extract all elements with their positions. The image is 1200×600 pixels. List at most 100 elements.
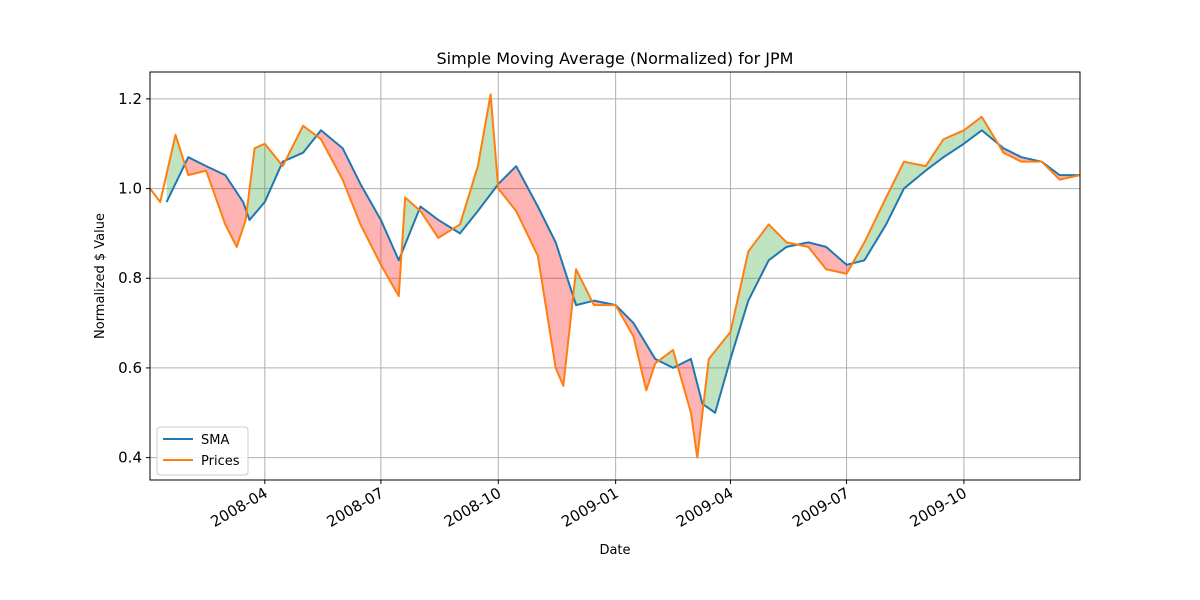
fill-above-sma — [262, 144, 265, 205]
fill-above-sma — [714, 349, 717, 413]
fill-above-sma — [920, 165, 922, 176]
fill-above-sma — [743, 265, 746, 317]
fill-above-sma — [778, 234, 781, 253]
fill-above-sma — [917, 164, 919, 178]
fill-above-sma — [468, 193, 470, 224]
fill-above-sma — [872, 221, 875, 247]
fill-below-sma — [563, 267, 566, 381]
fill-above-sma — [749, 247, 752, 299]
legend: SMA Prices — [156, 426, 249, 476]
fill-above-sma — [979, 117, 982, 132]
fill-below-sma — [221, 173, 223, 218]
fill-above-sma — [898, 168, 901, 199]
fill-below-sma — [643, 338, 645, 384]
fill-below-sma — [387, 234, 389, 279]
fill-above-sma — [781, 237, 784, 251]
fill-above-sma — [889, 187, 892, 218]
y-tick-label: 0.8 — [118, 269, 142, 287]
fill-below-sma — [344, 152, 347, 189]
fill-below-sma — [554, 240, 557, 370]
fill-above-sma — [863, 240, 866, 261]
fill-above-sma — [971, 123, 974, 138]
fill-below-sma — [222, 174, 225, 223]
fill-below-sma — [337, 143, 339, 173]
fill-above-sma — [302, 126, 304, 154]
fill-below-sma — [232, 185, 234, 241]
fill-above-sma — [729, 327, 732, 362]
fill-below-sma — [366, 193, 368, 239]
fill-above-sma — [667, 353, 669, 366]
fill-above-sma — [897, 171, 899, 202]
fill-below-sma — [530, 192, 532, 244]
fill-above-sma — [757, 237, 759, 283]
fill-above-sma — [665, 354, 668, 366]
fill-below-sma — [691, 362, 694, 430]
fill-below-sma — [349, 161, 351, 201]
fill-above-sma — [761, 231, 764, 274]
fill-below-sma — [340, 146, 342, 178]
series-lines — [149, 93, 1081, 459]
plot-frame — [149, 71, 1081, 481]
fill-below-sma — [385, 231, 388, 277]
fill-above-sma — [883, 199, 886, 229]
fill-above-sma — [735, 300, 738, 342]
fill-below-sma — [235, 189, 237, 247]
fill-below-sma — [213, 169, 216, 197]
fill-below-sma — [393, 248, 395, 290]
fill-below-sma — [536, 204, 539, 258]
fill-above-sma — [918, 164, 921, 177]
fill-below-sma — [548, 228, 551, 334]
fill-above-sma — [906, 162, 908, 187]
fill-above-sma — [909, 162, 912, 184]
fill-below-sma — [827, 247, 829, 270]
fill-below-sma — [518, 170, 520, 219]
fill-above-sma — [882, 202, 884, 232]
fill-below-sma — [647, 346, 650, 387]
fill-above-sma — [947, 136, 950, 155]
fill-below-sma — [233, 187, 236, 244]
fill-below-sma — [550, 231, 552, 344]
fill-below-sma — [434, 217, 437, 235]
fill-above-sma — [265, 144, 268, 201]
fill-below-sma — [350, 164, 353, 204]
fill-below-sma — [229, 180, 231, 235]
fill-above-sma — [728, 332, 730, 367]
fill-above-sma — [892, 181, 895, 212]
fill-above-sma — [720, 342, 723, 394]
fill-below-sma — [644, 341, 647, 390]
fill-above-sma — [904, 161, 907, 188]
fill-above-sma — [478, 153, 481, 210]
fill-above-sma — [938, 144, 940, 162]
fill-below-sma — [224, 174, 226, 226]
fill-below-sma — [384, 227, 386, 274]
fill-below-sma — [836, 255, 838, 272]
fill-above-sma — [967, 126, 969, 142]
fill-below-sma — [507, 173, 510, 203]
fill-above-sma — [171, 147, 173, 193]
fill-below-sma — [824, 246, 826, 269]
fill-below-sma — [437, 219, 440, 238]
fill-below-sma — [825, 246, 828, 270]
fill-below-sma — [688, 359, 691, 411]
fill-below-sma — [192, 159, 194, 175]
fill-above-sma — [471, 183, 473, 220]
fill-above-sma — [901, 162, 904, 193]
fill-above-sma — [944, 138, 947, 157]
fill-above-sma — [486, 110, 488, 200]
fill-below-sma — [565, 272, 567, 367]
fill-above-sma — [888, 190, 890, 221]
fill-below-sma — [513, 167, 516, 210]
fill-above-sma — [900, 165, 902, 196]
fill-below-sma — [544, 219, 546, 305]
fill-above-sma — [774, 229, 776, 257]
fill-below-sma — [541, 213, 543, 286]
fill-below-sma — [376, 212, 379, 260]
fill-below-sma — [687, 360, 689, 406]
fill-below-sma — [840, 259, 843, 273]
fill-below-sma — [432, 215, 435, 233]
fill-below-sma — [193, 160, 196, 174]
fill-below-sma — [190, 158, 193, 175]
fill-below-sma — [329, 137, 331, 158]
fill-below-sma — [515, 167, 517, 213]
fill-above-sma — [300, 127, 303, 154]
